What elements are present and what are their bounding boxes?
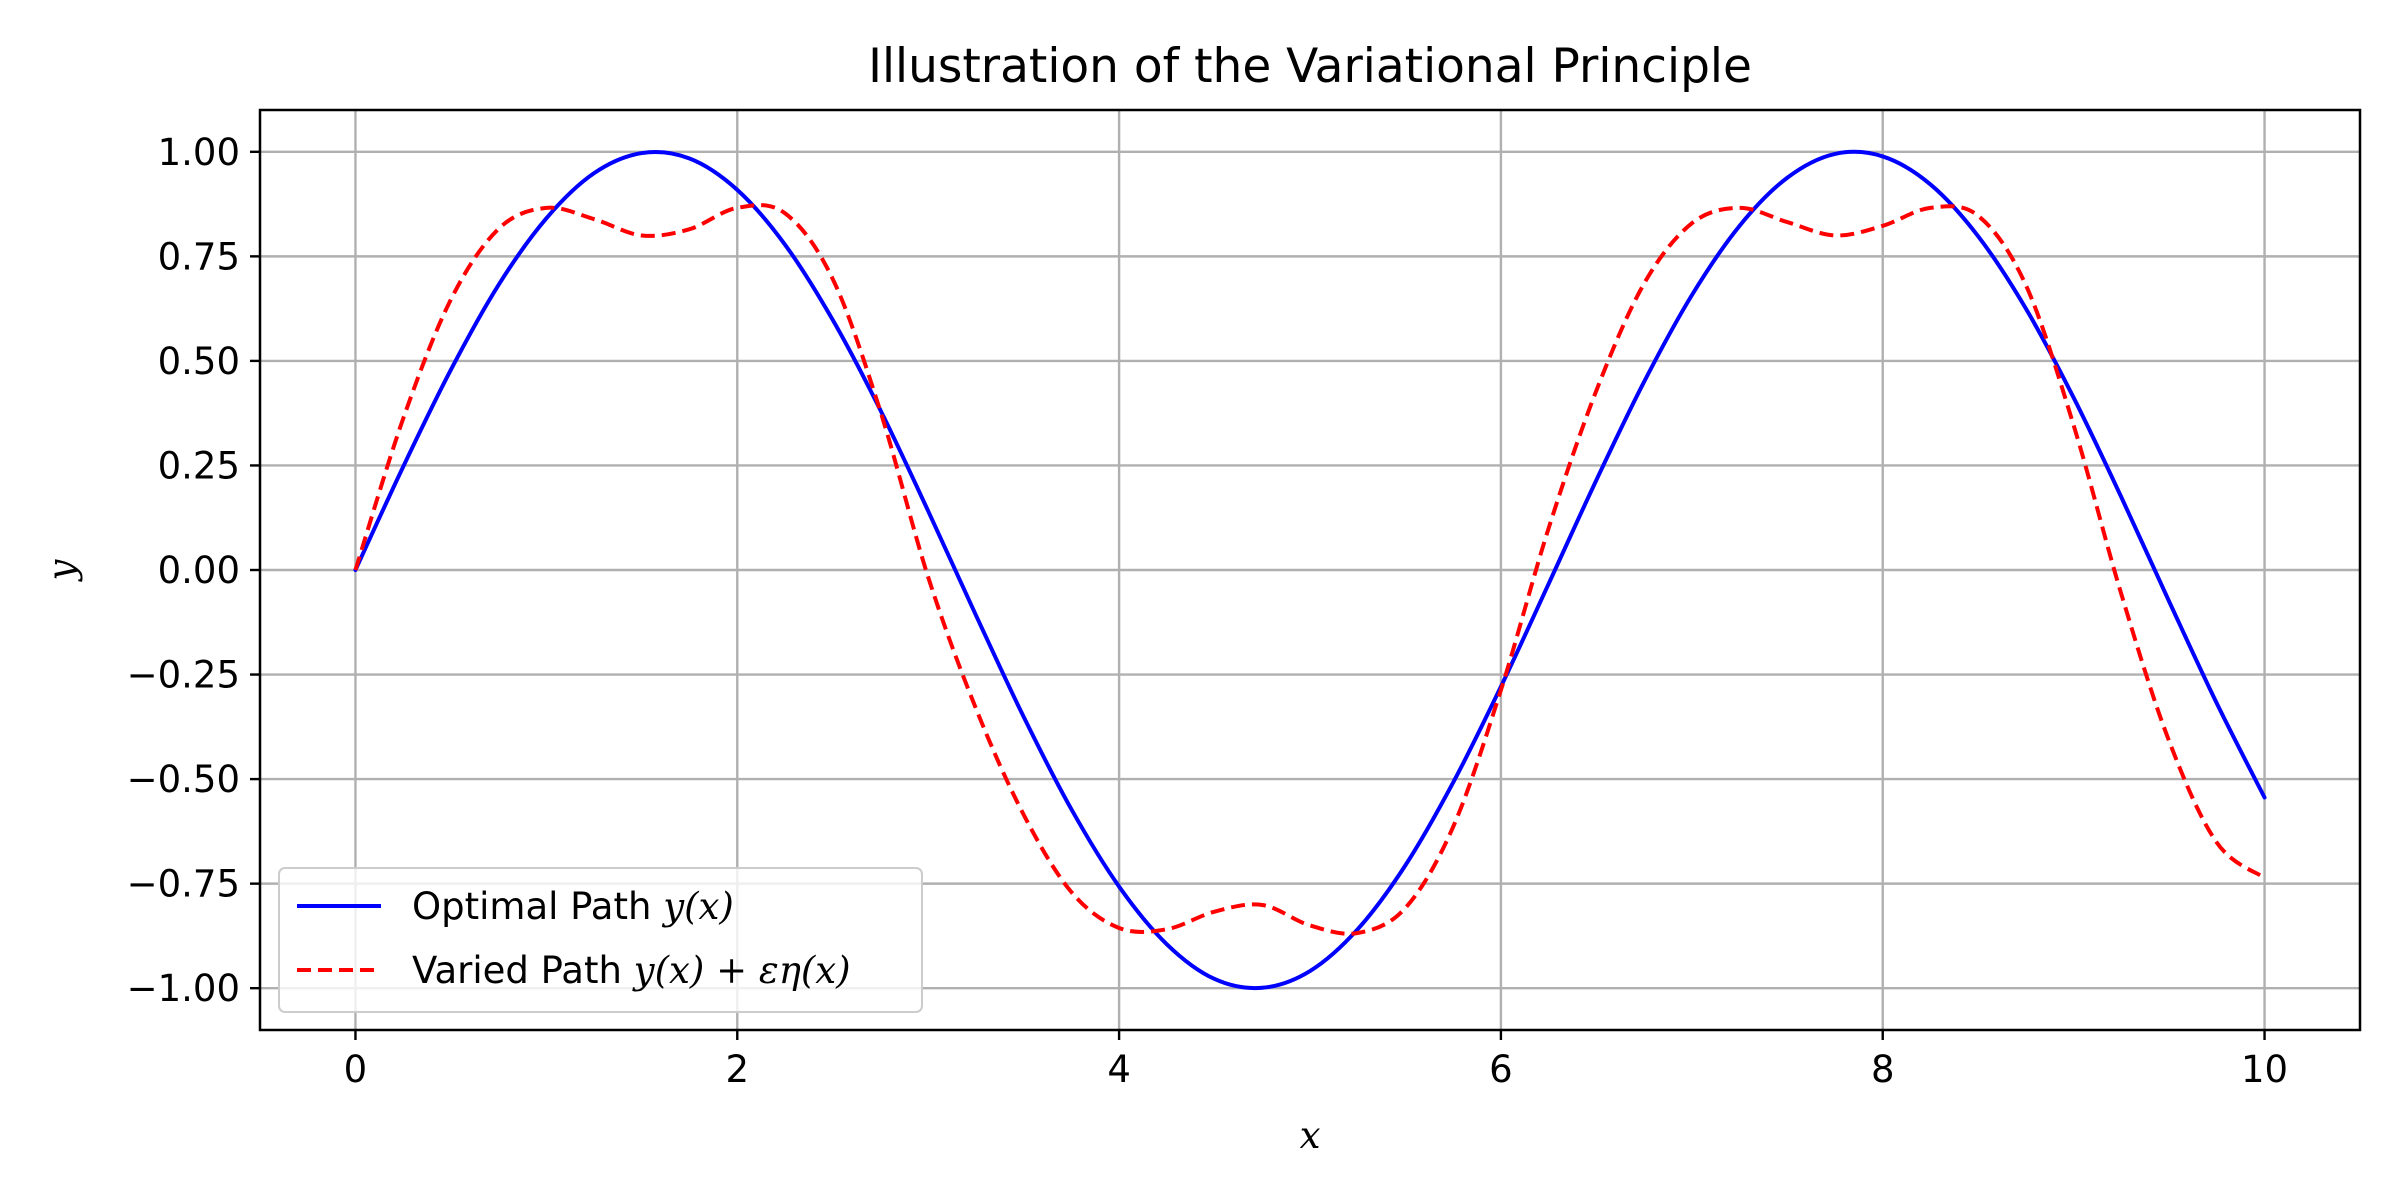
legend: Optimal Path y(x) Varied Path y(x) + εη(x…	[278, 867, 923, 1013]
y-tick-label: −0.50	[127, 758, 240, 801]
y-tick-label: 0.25	[158, 444, 240, 487]
legend-varied-label: Varied Path y(x) + εη(x)	[412, 949, 851, 992]
y-tick-label: −1.00	[127, 967, 240, 1010]
y-tick-label: 0.50	[158, 340, 240, 383]
series-layer	[353, 149, 2267, 991]
y-tick-label: −0.75	[127, 863, 240, 906]
x-tick-label: 8	[1871, 1048, 1895, 1091]
varied-path-line	[353, 203, 2266, 936]
chart-title: Illustration of the Variational Principl…	[868, 39, 1752, 94]
y-axis-label: y	[40, 558, 83, 582]
x-tick-label: 2	[725, 1048, 749, 1091]
x-axis-label: x	[1300, 1114, 1321, 1157]
legend-label-text: Varied Path	[412, 949, 634, 992]
ticks: 0 2 4 6 8 10 1.00 0.75 0.50 0.25 0.00 −0.25 −0.50 −0.…	[127, 131, 2288, 1091]
y-tick-label: 0.75	[158, 235, 240, 278]
legend-label-math: y(x)	[661, 885, 734, 928]
y-tick-label: 1.00	[158, 131, 240, 174]
x-tick-label: 4	[1107, 1048, 1131, 1091]
y-tick-label: −0.25	[127, 654, 240, 697]
optimal-path-line	[353, 149, 2267, 991]
legend-optimal-label: Optimal Path y(x)	[412, 885, 734, 928]
x-tick-label: 0	[344, 1048, 368, 1091]
y-tick-label: 0.00	[158, 549, 240, 592]
x-tick-label: 6	[1489, 1048, 1513, 1091]
x-tick-label: 10	[2241, 1048, 2288, 1091]
legend-label-math: y(x) + εη(x)	[632, 949, 851, 992]
legend-box	[278, 867, 923, 1013]
legend-label-text: Optimal Path	[412, 885, 663, 928]
